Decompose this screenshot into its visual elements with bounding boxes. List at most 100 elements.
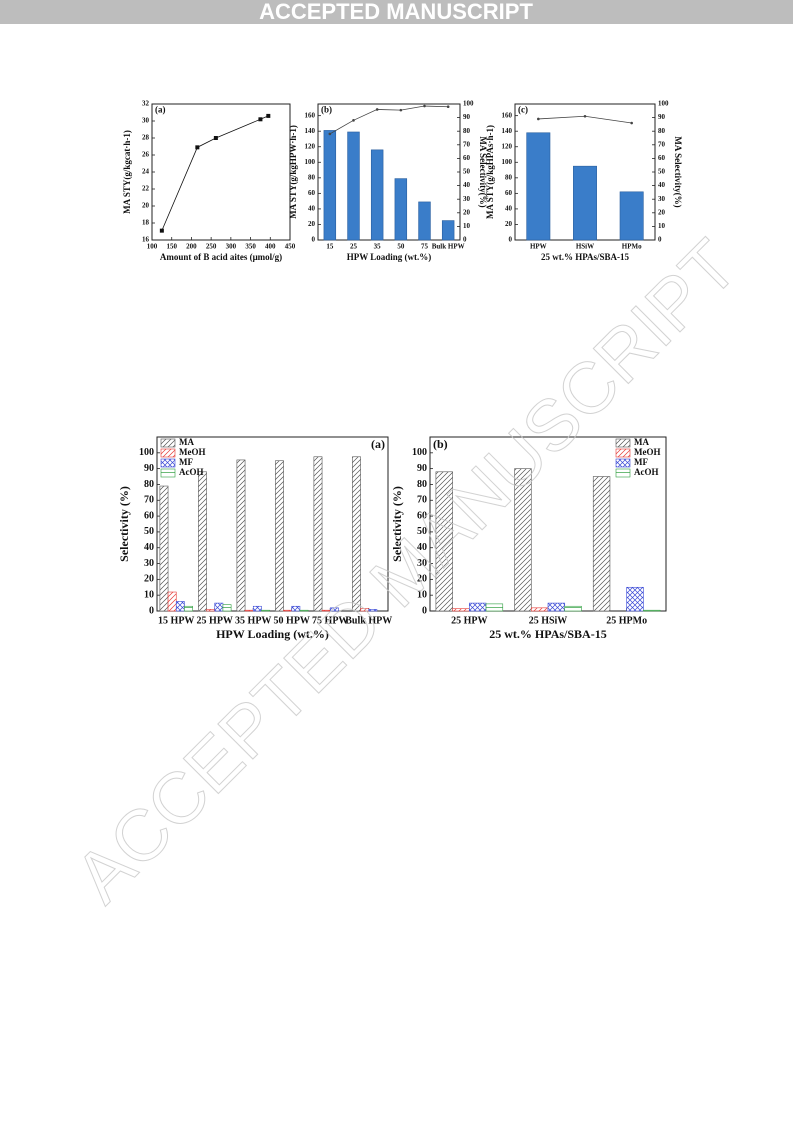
bar [184,605,193,612]
legend-label: MeOH [634,447,661,457]
y-tick-label: 80 [505,173,513,181]
y-tick-label: 120 [502,142,513,150]
y-tick-label: 20 [417,574,427,585]
y-tick-label: 140 [305,127,316,135]
marker [399,108,403,112]
bar [547,602,566,612]
bar [394,178,408,241]
x-axis-label: Amount of B acid aites (μmol/g) [160,252,282,262]
y2-tick-label: 90 [463,113,471,121]
bar [619,191,644,241]
y-tick-label: 70 [144,495,154,506]
x-tick-label: HSiW [576,243,594,251]
y-tick-label: 20 [144,574,154,585]
y-tick-label: 20 [308,220,316,228]
bar [244,609,254,612]
y-tick-label: 40 [505,205,513,213]
bar [452,608,470,612]
marker [159,228,164,233]
y-tick-label: 32 [142,100,150,108]
x-tick-label: 35 [374,243,382,251]
x-tick-label: 25 HPMo [606,615,647,626]
header-title: ACCEPTED MANUSCRIPT [259,0,533,24]
legend-swatch [615,458,631,468]
y-tick-label: 70 [417,495,427,506]
x-tick-label: 150 [166,243,177,251]
legend-label: MF [179,457,193,467]
x-tick-label: 100 [147,243,158,251]
legend-label: MeOH [179,447,206,457]
y2-tick-label: 60 [658,154,666,162]
x-axis-label: 25 wt.% HPAs/SBA-15 [541,252,630,262]
bar [564,605,582,612]
y-tick-label: 18 [142,219,150,227]
x-tick-label: 50 HPW [274,615,310,626]
marker [195,145,200,150]
bar [206,609,216,612]
y-axis-label: MA STY(g/kgHPAs·h-1) [485,125,495,219]
y-tick-label: 120 [305,142,316,150]
y-tick-label: 140 [502,127,513,135]
x-tick-label: HPW [530,243,547,251]
y2-tick-label: 50 [658,168,666,176]
y-tick-label: 28 [142,134,150,142]
x-tick-label: 250 [206,243,217,251]
y-tick-label: 60 [505,189,513,197]
marker [352,119,355,122]
y-tick-label: 40 [417,542,427,553]
bar [643,609,661,612]
y2-tick-label: 90 [658,113,666,121]
y-tick-label: 160 [502,111,513,119]
bar [275,460,284,612]
bar [214,602,224,612]
bar [368,609,378,612]
y2-tick-label: 10 [658,222,666,230]
x-tick-label: 200 [186,243,197,251]
y2-tick-label: 40 [658,181,666,189]
legend-label: AcOH [179,467,204,477]
marker [537,117,540,121]
legend-label: AcOH [634,467,659,477]
y-tick-label: 26 [142,151,150,159]
bar [236,459,246,612]
x-tick-label: 15 [326,243,334,251]
bar [418,201,431,241]
y2-tick-label: 0 [658,236,662,244]
bar [573,165,597,241]
y2-tick-label: 80 [463,127,471,135]
legend-swatch [615,438,631,448]
y2-tick-label: 50 [463,168,471,176]
bar [526,132,551,241]
bar [159,485,169,612]
y-tick-label: 60 [417,510,427,521]
y2-axis-label: MA Selectivity(%) [673,136,683,207]
y-tick-label: 60 [308,189,316,197]
legend-swatch [160,468,176,478]
x-axis-label: HPW Loading (wt.%) [216,627,329,641]
x-tick-label: Bulk HPW [432,243,465,251]
y-tick-label: 80 [144,479,154,490]
bar [313,456,323,612]
marker [375,108,379,111]
bar [175,601,185,612]
y2-tick-label: 20 [463,208,471,216]
bar [261,609,270,612]
legend-swatch [615,448,631,458]
bar [291,605,301,612]
x-tick-label: 25 HPW [451,615,487,626]
bar [283,609,293,612]
y-axis-label: Selectivity (%) [390,486,404,562]
legend-label: MA [179,437,194,447]
x-tick-label: 75 [421,243,429,251]
y-tick-label: 100 [305,158,316,166]
plot-frame [317,103,461,241]
marker [446,105,450,109]
bar [530,607,549,612]
bar [222,604,232,612]
y-tick-label: 20 [505,220,513,228]
y-tick-label: 80 [417,479,427,490]
marker [213,136,218,140]
y-tick-label: 160 [305,111,316,119]
legend-swatch [160,458,176,468]
x-axis-label: HPW Loading (wt.%) [347,252,432,262]
